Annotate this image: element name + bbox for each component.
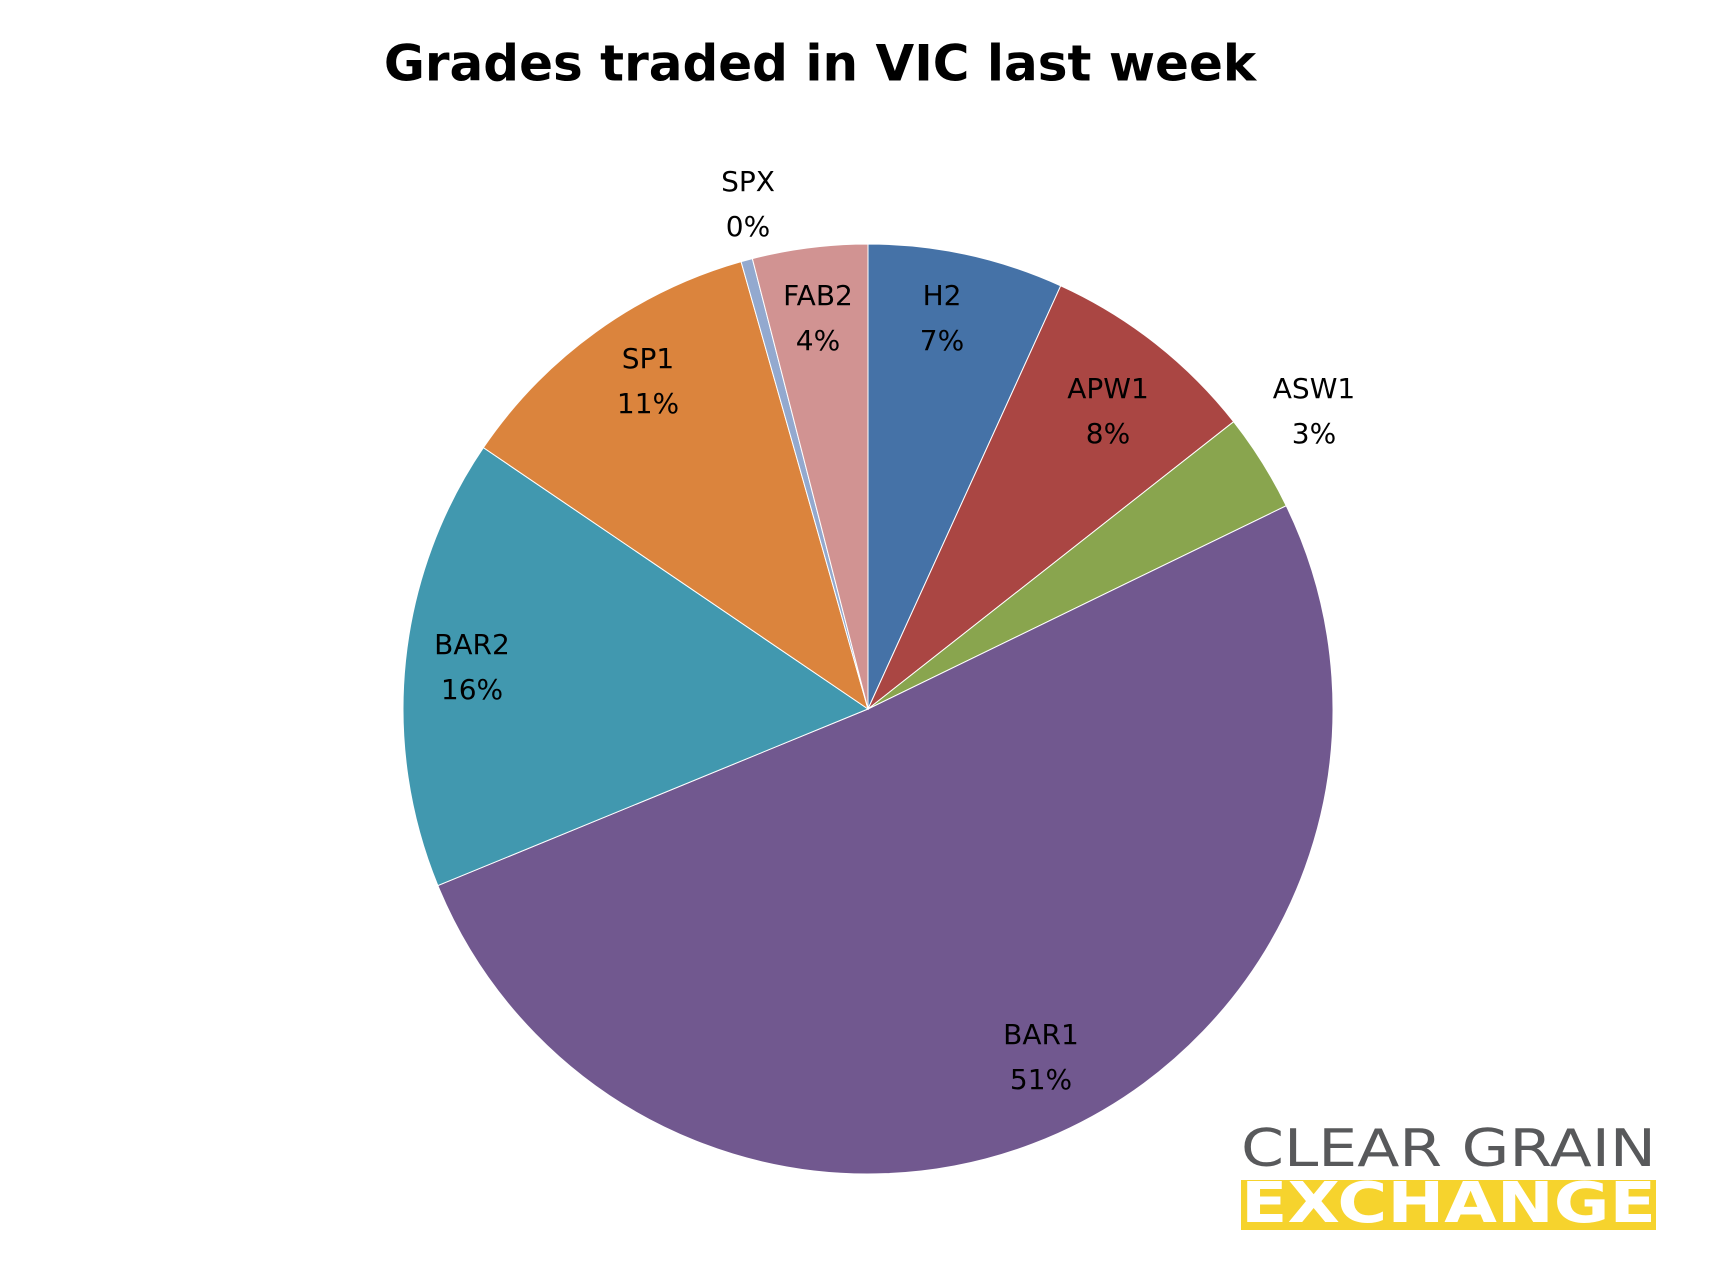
pie-slice bbox=[867, 243, 1062, 710]
logo-line2: EXCHANGE bbox=[1241, 1171, 1656, 1236]
pie-slice bbox=[482, 261, 869, 711]
slice-label: APW1 bbox=[1067, 372, 1149, 405]
slice-label: SP1 bbox=[622, 342, 674, 375]
slice-value-label: 16% bbox=[441, 673, 503, 706]
logo-band bbox=[1241, 1180, 1656, 1230]
slice-value-label: 7% bbox=[920, 324, 964, 357]
slice-value-label: 11% bbox=[617, 387, 679, 420]
pie-slice bbox=[867, 285, 1235, 710]
chart-title: Grades traded in VIC last week bbox=[384, 35, 1258, 93]
pie-slice bbox=[437, 505, 1334, 1175]
slice-label: H2 bbox=[923, 279, 962, 312]
slice-value-label: 4% bbox=[796, 324, 840, 357]
slice-label: BAR2 bbox=[434, 628, 510, 661]
pie-slice bbox=[751, 243, 869, 710]
slice-label: FAB2 bbox=[783, 279, 853, 312]
slice-label: BAR1 bbox=[1003, 1018, 1079, 1051]
labels: H2 7% APW1 8% ASW1 3% BAR1 51% BAR2 16% SP1 11% SPX 0… bbox=[434, 165, 1355, 1096]
slice-value-label: 0% bbox=[726, 210, 770, 243]
slice-label: SPX bbox=[721, 165, 775, 198]
pie-slice bbox=[402, 446, 870, 887]
pie bbox=[402, 243, 1334, 1175]
slice-label: ASW1 bbox=[1273, 372, 1355, 405]
slice-value-label: 8% bbox=[1086, 417, 1130, 450]
logo-line1: CLEAR GRAIN bbox=[1241, 1119, 1656, 1179]
slice-value-label: 3% bbox=[1292, 417, 1336, 450]
slice-value-label: 51% bbox=[1010, 1063, 1072, 1096]
